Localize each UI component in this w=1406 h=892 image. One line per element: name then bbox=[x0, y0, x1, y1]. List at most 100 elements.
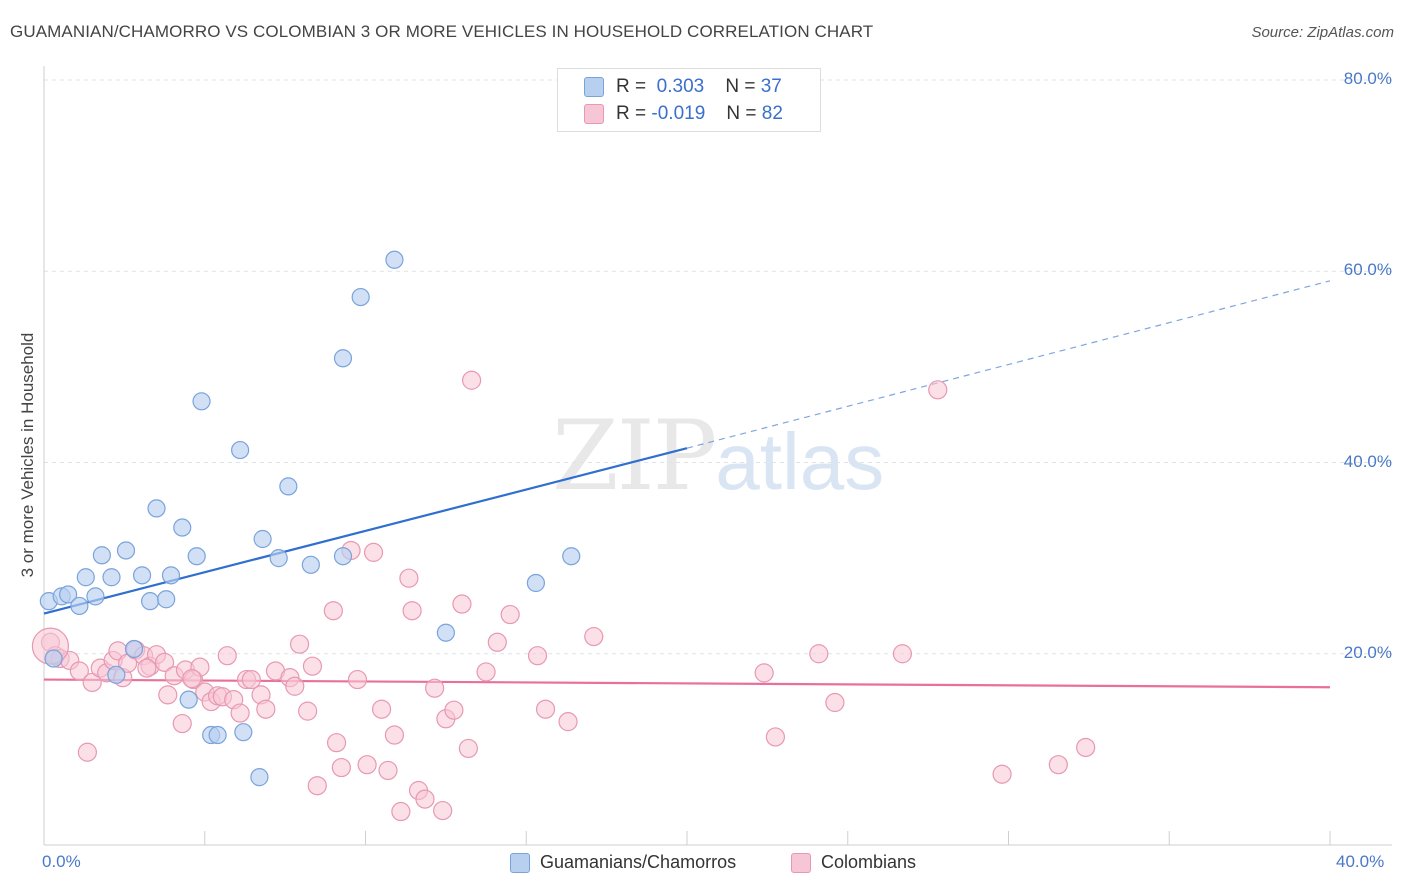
colombians-point bbox=[357, 755, 377, 775]
guamanians-point bbox=[140, 592, 160, 611]
guamanians-point bbox=[76, 568, 95, 587]
guamanians-point bbox=[333, 349, 353, 368]
guamanians-point bbox=[351, 287, 370, 307]
y-tick-label: 60.0% bbox=[1343, 260, 1392, 280]
legend-swatch-blue bbox=[584, 77, 604, 97]
colombians-point bbox=[82, 672, 102, 693]
legend-row-guamanians: R = 0.303 N = 37 bbox=[584, 75, 782, 99]
colombians-point bbox=[137, 658, 157, 678]
colombians-point bbox=[535, 699, 556, 719]
colombians-point bbox=[415, 789, 435, 809]
colombians-point bbox=[928, 380, 948, 400]
chart-title: GUAMANIAN/CHAMORRO VS COLOMBIAN 3 OR MOR… bbox=[10, 22, 874, 41]
colombians-point bbox=[347, 669, 368, 690]
colombians-point bbox=[326, 733, 347, 753]
source-label: Source: ZipAtlas.com bbox=[1251, 24, 1394, 41]
guamanians-point bbox=[231, 440, 250, 460]
y-tick-label: 80.0% bbox=[1343, 69, 1392, 88]
legend-n-label: N = bbox=[725, 76, 756, 97]
trend-lines bbox=[43, 280, 1331, 689]
colombians-point bbox=[307, 776, 327, 796]
legend-swatch-pink bbox=[584, 104, 604, 124]
grid-lines bbox=[44, 79, 1392, 655]
legend-row-colombians: R = -0.019 N = 82 bbox=[584, 102, 783, 126]
colombians-point bbox=[289, 634, 310, 654]
legend-r-label: R = bbox=[616, 103, 647, 124]
colombians-point bbox=[371, 699, 392, 719]
colombians-point bbox=[992, 764, 1012, 784]
colombians-point bbox=[285, 676, 305, 696]
guamanians-point bbox=[301, 555, 320, 574]
guamanians-point bbox=[157, 590, 176, 609]
colombians-point bbox=[154, 652, 175, 672]
colombians-point bbox=[458, 738, 478, 759]
guamanians-point bbox=[86, 587, 105, 606]
colombians-point bbox=[172, 713, 192, 734]
colombians-point bbox=[487, 632, 507, 652]
legend-n-value: 37 bbox=[760, 76, 782, 97]
guamanians-point bbox=[44, 649, 63, 668]
colombians-point bbox=[765, 727, 786, 747]
colombians-point bbox=[241, 669, 261, 690]
colombians-point bbox=[399, 568, 419, 588]
watermark: ZIPatlas bbox=[552, 400, 884, 512]
colombians-point bbox=[298, 701, 318, 721]
y-tick-label: 40.0% bbox=[1343, 451, 1392, 471]
colombians-point bbox=[391, 801, 411, 822]
colombians-point bbox=[476, 662, 496, 682]
guamanians-trend-line-extension bbox=[686, 280, 1331, 449]
guamanians-points bbox=[39, 250, 581, 787]
legend-r-label: R = bbox=[616, 76, 647, 97]
guamanians-point bbox=[436, 623, 455, 642]
colombians-points bbox=[31, 370, 1096, 822]
legend-n-value: 82 bbox=[761, 103, 783, 124]
colombians-point bbox=[69, 661, 89, 681]
guamanians-point bbox=[526, 573, 545, 593]
bottom-legend-swatch-blue bbox=[510, 852, 530, 873]
colombians-point bbox=[825, 692, 845, 713]
colombians-point bbox=[584, 626, 604, 647]
colombians-point bbox=[384, 725, 405, 745]
colombians-point bbox=[500, 604, 520, 625]
guamanians-point bbox=[250, 768, 269, 787]
guamanians-point bbox=[70, 596, 89, 616]
colombians-point bbox=[256, 699, 276, 719]
colombians-point bbox=[302, 656, 323, 676]
colombians-point bbox=[452, 594, 472, 614]
colombians-point bbox=[1076, 737, 1096, 758]
colombians-point bbox=[182, 669, 202, 689]
legend-n-label: N = bbox=[726, 103, 757, 124]
guamanians-point bbox=[92, 546, 111, 565]
guamanians-point bbox=[124, 639, 144, 659]
bottom-legend-guamanians: Guamanians/Chamorros bbox=[510, 852, 736, 873]
y-axis-label: 3 or more Vehicles in Household bbox=[18, 332, 37, 578]
bottom-legend-label: Colombians bbox=[821, 852, 917, 872]
colombians-point bbox=[754, 663, 774, 683]
legend-r-value: -0.019 bbox=[651, 103, 706, 124]
guamanians-point bbox=[116, 541, 136, 560]
colombians-point bbox=[892, 644, 913, 664]
colombians-point bbox=[217, 646, 237, 666]
guamanians-point bbox=[385, 250, 404, 269]
colombians-point bbox=[444, 700, 464, 720]
guamanians-point bbox=[253, 529, 272, 549]
guamanians-point bbox=[59, 585, 78, 604]
colombians-point bbox=[331, 757, 351, 778]
guamanians-point bbox=[102, 568, 121, 587]
colombians-point bbox=[433, 800, 453, 821]
colombians-point bbox=[809, 644, 829, 664]
colombians-point bbox=[461, 370, 482, 390]
colombians-point bbox=[1048, 755, 1068, 775]
guamanians-point bbox=[192, 392, 211, 411]
x-tick-label-max: 40.0% bbox=[1336, 852, 1385, 871]
x-tick-label-min: 0.0% bbox=[42, 852, 81, 871]
colombians-point bbox=[323, 601, 343, 621]
guamanians-point bbox=[107, 665, 126, 684]
guamanians-trend-line bbox=[43, 447, 688, 615]
bottom-legend-swatch-pink bbox=[791, 852, 811, 873]
guamanians-point bbox=[147, 499, 166, 518]
colombians-point bbox=[77, 742, 98, 762]
colombians-point bbox=[527, 646, 548, 666]
guamanians-point bbox=[333, 547, 353, 566]
